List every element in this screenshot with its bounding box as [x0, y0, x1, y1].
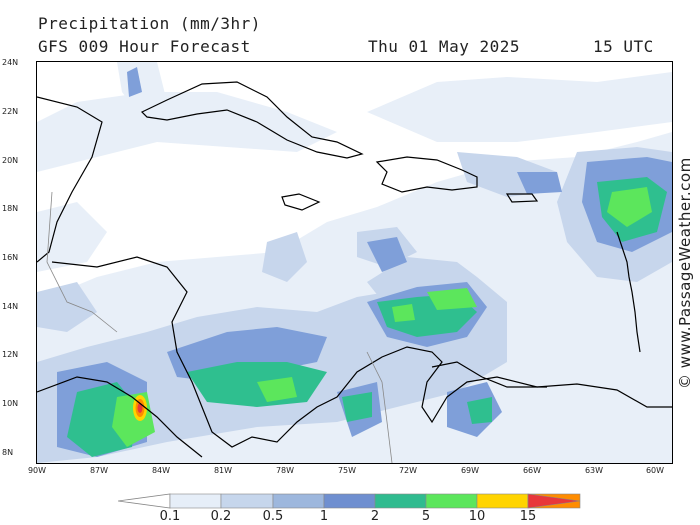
- site-credit: © www.PassageWeather.com: [676, 157, 694, 389]
- lon-label: 90W: [27, 466, 47, 475]
- map-title: Precipitation (mm/3hr): [38, 14, 261, 33]
- legend-swatch: [169, 493, 222, 509]
- hispaniola-coast: [375, 156, 478, 193]
- jamaica-coast: [281, 193, 321, 211]
- lon-label: 87W: [89, 466, 109, 475]
- legend-swatch: [272, 493, 325, 509]
- coastlines: [36, 81, 672, 458]
- venezuela-coast: [431, 361, 547, 388]
- yucatan-coast: [36, 96, 103, 263]
- pacific-coast: [36, 376, 203, 458]
- lon-label: 75W: [337, 466, 357, 475]
- lat-label: 8N: [2, 448, 14, 457]
- lat-label: 10N: [2, 399, 19, 408]
- legend-label: 2: [370, 509, 380, 524]
- lat-label: 20N: [2, 156, 19, 165]
- precip-peak-field: [133, 395, 147, 421]
- legend-swatch: [323, 493, 376, 509]
- lat-label: 14N: [2, 302, 19, 311]
- lat-label: 24N: [2, 58, 19, 67]
- lat-label: 12N: [2, 350, 19, 359]
- legend-label: 5: [421, 509, 431, 524]
- central-america-coast: [51, 256, 672, 448]
- lat-label: 16N: [2, 253, 19, 262]
- lat-label: 18N: [2, 204, 19, 213]
- lon-label: 72W: [398, 466, 418, 475]
- legend-label: 15: [519, 509, 537, 524]
- legend-label: 1: [319, 509, 329, 524]
- lon-label: 60W: [645, 466, 665, 475]
- map-canvas: [36, 62, 672, 464]
- lon-label: 69W: [460, 466, 480, 475]
- borders: [46, 191, 393, 464]
- puerto-rico-coast: [505, 193, 539, 203]
- lon-label: 81W: [213, 466, 233, 475]
- precip-green-field: [112, 187, 652, 447]
- lon-label: 84W: [151, 466, 171, 475]
- legend-swatch: [476, 493, 529, 509]
- cuba-coast: [140, 81, 364, 159]
- legend-label: 0.1: [159, 509, 181, 524]
- legend-label: 0.2: [210, 509, 232, 524]
- forecast-date: Thu 01 May 2025: [368, 37, 520, 56]
- legend-start-arrow: [118, 493, 171, 509]
- forecast-subtitle: GFS 009 Hour Forecast: [38, 37, 251, 56]
- lon-label: 78W: [275, 466, 295, 475]
- forecast-time: 15 UTC: [593, 37, 654, 56]
- legend-swatch: [425, 493, 478, 509]
- lat-label: 22N: [2, 107, 19, 116]
- precipitation-map: [36, 61, 673, 464]
- legend-swatch: [220, 493, 274, 509]
- lesser-antilles: [616, 231, 641, 353]
- legend-label: 10: [468, 509, 486, 524]
- legend-label: 0.5: [262, 509, 284, 524]
- legend-end-arrow: [527, 493, 581, 509]
- lon-label: 66W: [522, 466, 542, 475]
- lon-label: 63W: [584, 466, 604, 475]
- color-scale-legend: [118, 493, 581, 509]
- legend-swatch: [374, 493, 427, 509]
